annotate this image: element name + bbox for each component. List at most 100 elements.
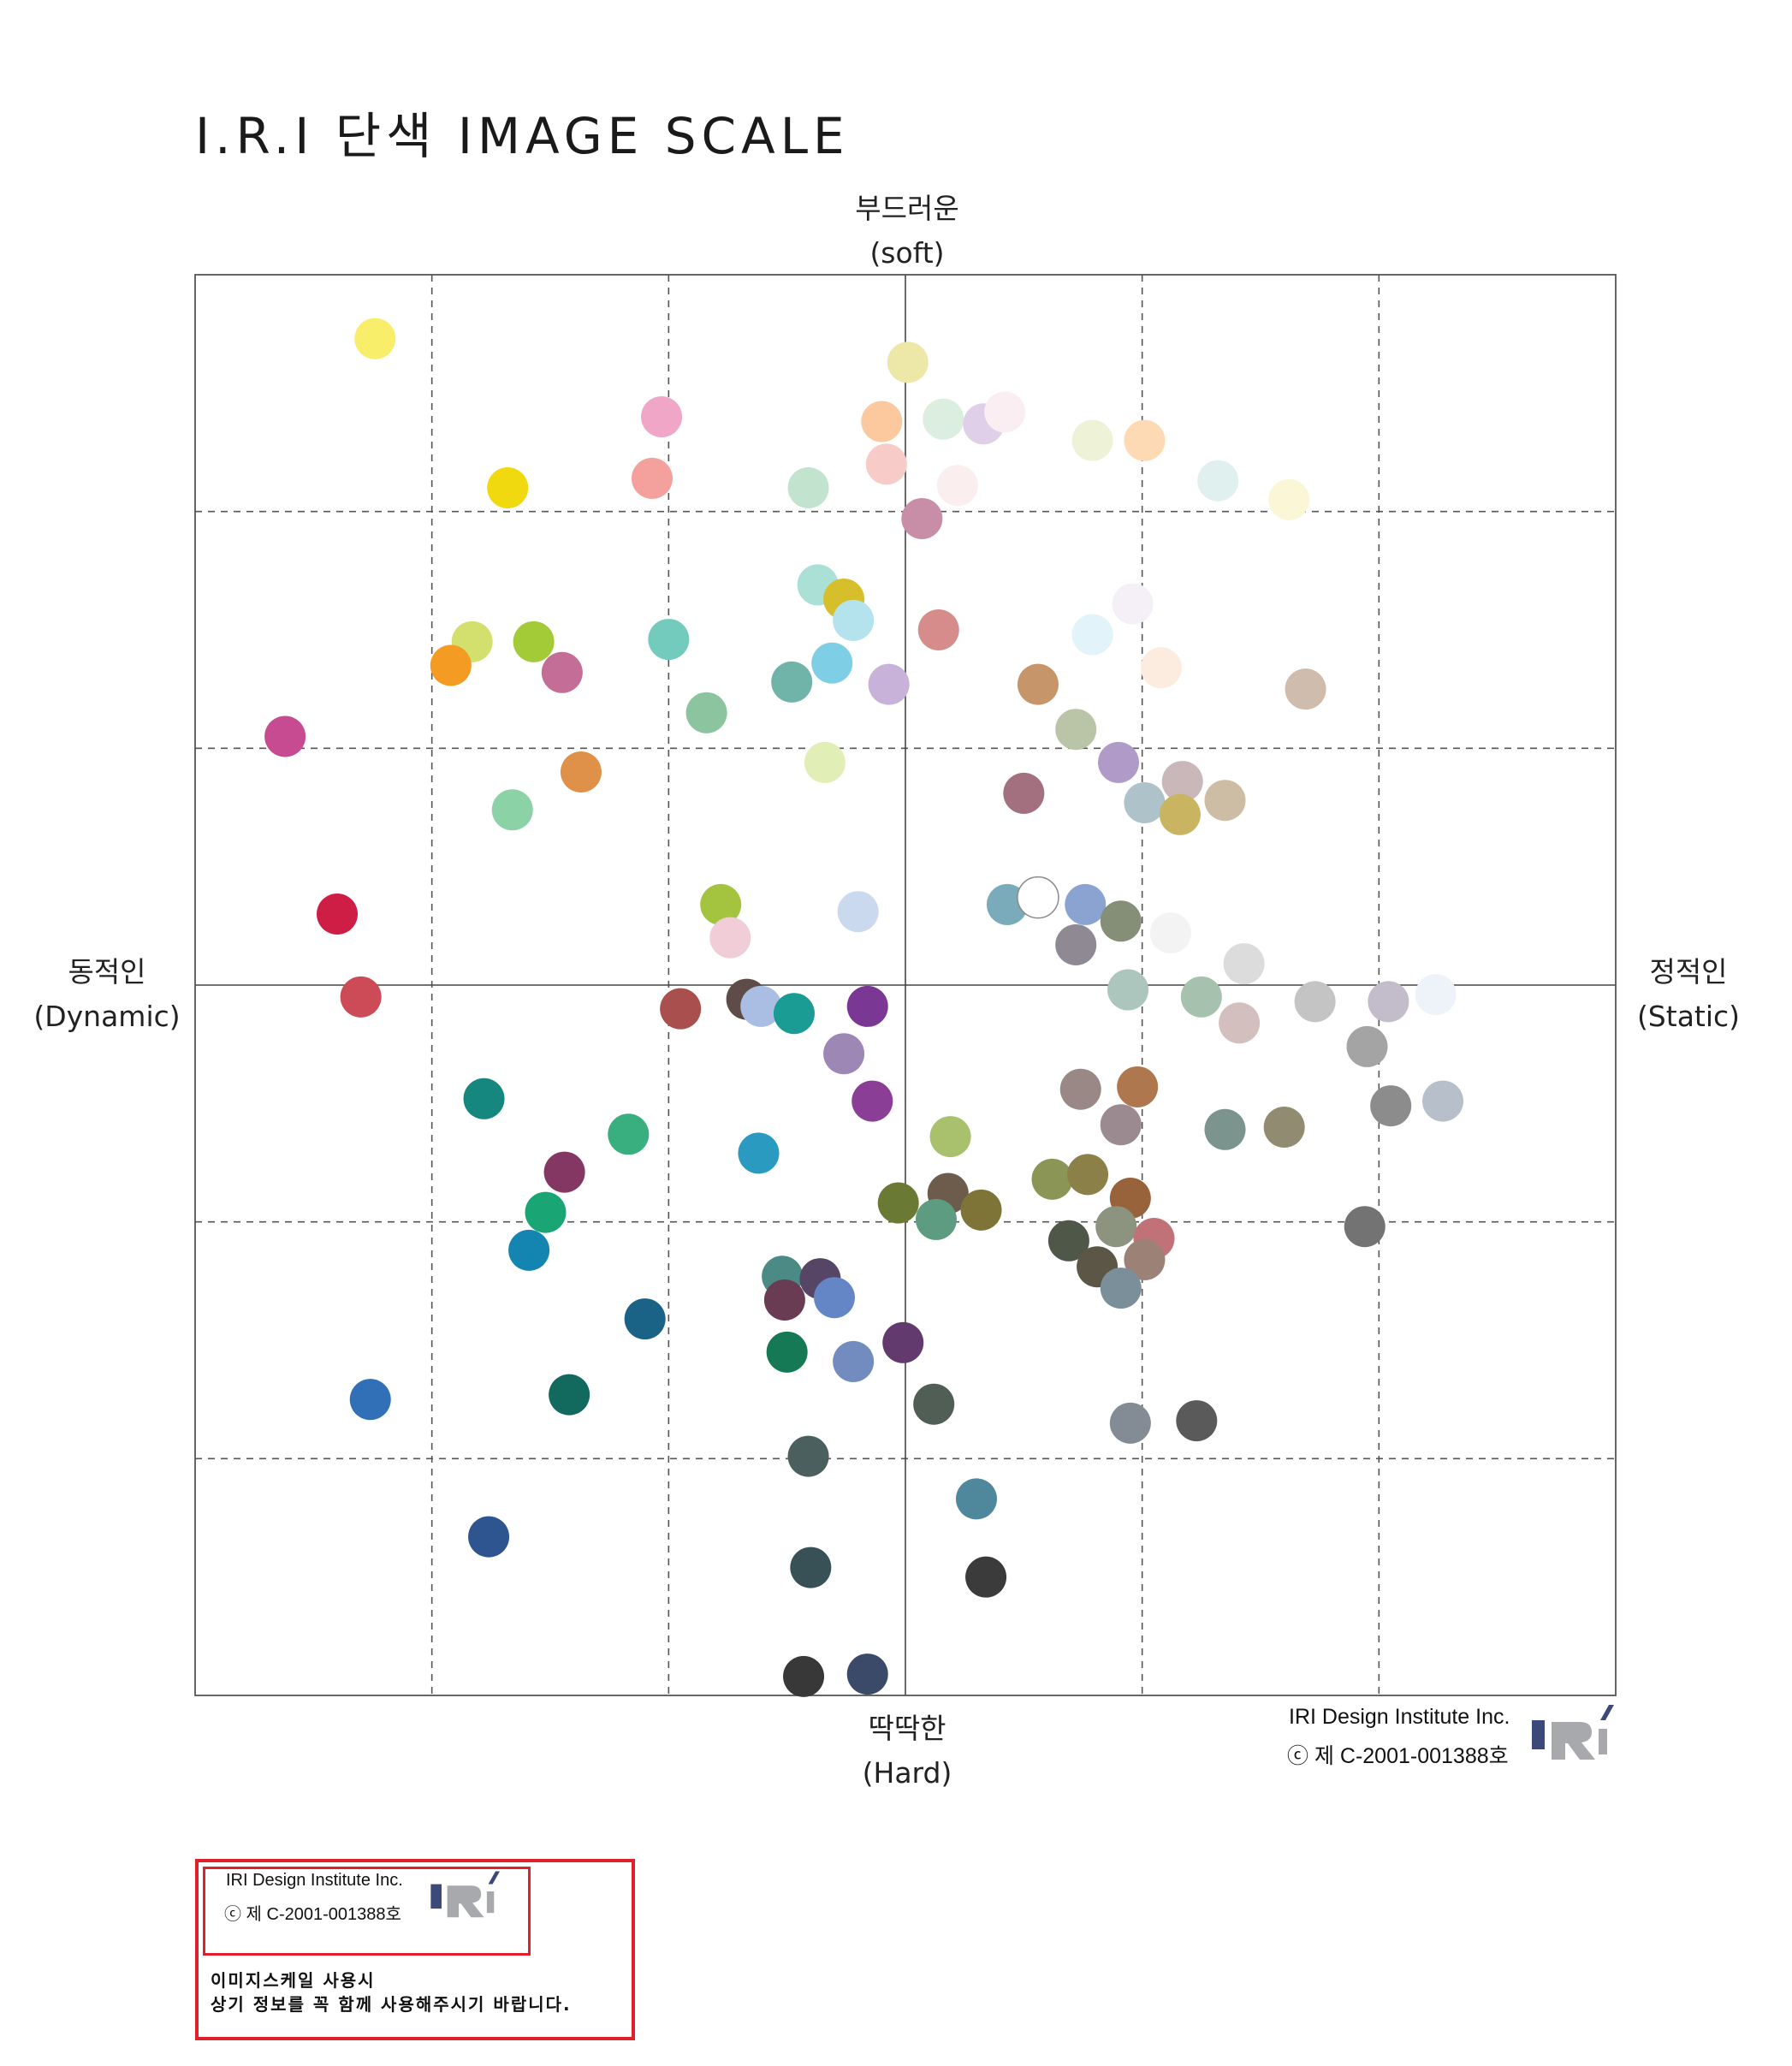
iri-logo-small bbox=[430, 1871, 500, 1918]
color-dot bbox=[641, 396, 683, 437]
color-dot bbox=[1071, 419, 1113, 461]
color-dot bbox=[1344, 1206, 1386, 1248]
color-dot bbox=[430, 644, 472, 686]
color-dot bbox=[956, 1478, 997, 1520]
color-dot bbox=[1149, 912, 1191, 954]
axis-label-top: 부드러운 (soft) bbox=[822, 187, 993, 276]
axis-label-right: 정적인 (Static) bbox=[1607, 950, 1770, 1039]
color-dot bbox=[349, 1379, 391, 1421]
color-dot bbox=[700, 883, 742, 925]
color-dot bbox=[915, 1198, 957, 1240]
color-dot bbox=[846, 985, 888, 1027]
color-dot bbox=[1071, 614, 1113, 656]
color-dot bbox=[1219, 1002, 1261, 1044]
color-dot bbox=[738, 1132, 780, 1174]
iri-logo bbox=[1532, 1705, 1614, 1760]
color-dot bbox=[1112, 583, 1154, 625]
color-dot bbox=[541, 651, 583, 693]
color-dot bbox=[463, 1078, 505, 1119]
color-dot bbox=[1176, 1400, 1218, 1442]
color-dot bbox=[960, 1189, 1002, 1231]
color-dot bbox=[1124, 1238, 1166, 1280]
plot-border bbox=[194, 274, 1617, 1696]
axis-label-left: 동적인 (Dynamic) bbox=[26, 950, 188, 1039]
color-dot bbox=[631, 457, 673, 499]
color-dot bbox=[1100, 900, 1142, 942]
color-dot bbox=[923, 398, 964, 440]
color-dot bbox=[1268, 478, 1310, 520]
color-dot bbox=[882, 1321, 924, 1363]
color-dot bbox=[1294, 981, 1336, 1023]
color-dot bbox=[837, 891, 879, 933]
color-dot bbox=[787, 1435, 829, 1477]
color-dot bbox=[1109, 1402, 1151, 1444]
color-dot bbox=[783, 1655, 825, 1697]
color-dot bbox=[1370, 1085, 1412, 1127]
color-dot bbox=[1117, 1066, 1159, 1107]
axis-label-top-en: (soft) bbox=[869, 236, 945, 270]
color-dot bbox=[608, 1113, 650, 1155]
notice-line-2: 상기 정보를 꼭 함께 사용해주시기 바랍니다. bbox=[211, 1994, 572, 2015]
color-dot bbox=[1161, 761, 1203, 803]
axis-label-right-en: (Static) bbox=[1636, 1000, 1741, 1033]
color-dot bbox=[340, 976, 382, 1018]
color-dot bbox=[354, 318, 396, 359]
color-dot bbox=[317, 893, 358, 935]
color-dot bbox=[624, 1298, 666, 1340]
axis-label-bottom-ko: 딱딱한 bbox=[868, 1712, 946, 1745]
color-dot bbox=[771, 661, 813, 703]
color-dot bbox=[833, 599, 875, 641]
color-dot bbox=[984, 391, 1026, 433]
axis-label-left-en: (Dynamic) bbox=[33, 1000, 181, 1033]
color-dot bbox=[1095, 1206, 1137, 1248]
color-dot bbox=[917, 609, 959, 650]
notice-line-1: 이미지스케일 사용시 bbox=[211, 1970, 376, 1991]
color-dot bbox=[264, 715, 306, 757]
chart-title: I.R.I 단색 IMAGE SCALE bbox=[195, 107, 850, 165]
color-dot bbox=[1140, 647, 1182, 689]
credit-copyright: ⓒ 제 C-2001-001388호 bbox=[1287, 1744, 1509, 1768]
color-dot bbox=[1415, 974, 1457, 1016]
color-dot bbox=[1124, 419, 1166, 461]
axis-label-bottom: 딱딱한 (Hard) bbox=[822, 1707, 993, 1796]
color-dot bbox=[787, 467, 829, 508]
color-dot bbox=[1159, 793, 1201, 835]
color-dot bbox=[766, 1331, 808, 1373]
color-dot bbox=[936, 465, 978, 507]
color-dot bbox=[861, 401, 903, 442]
color-dot bbox=[709, 917, 751, 959]
color-dot bbox=[811, 642, 853, 684]
color-dot bbox=[508, 1229, 550, 1271]
axis-label-bottom-en: (Hard) bbox=[862, 1756, 952, 1790]
credit-company: IRI Design Institute Inc. bbox=[1289, 1705, 1510, 1729]
color-dot bbox=[773, 993, 815, 1035]
color-dot bbox=[740, 985, 782, 1027]
color-dot bbox=[763, 1279, 805, 1321]
color-dot bbox=[1124, 781, 1166, 823]
color-dot bbox=[513, 620, 555, 662]
color-dot bbox=[1346, 1025, 1388, 1067]
color-dot bbox=[877, 1182, 919, 1224]
color-dot bbox=[1067, 1154, 1109, 1196]
color-dot bbox=[868, 663, 910, 705]
color-dot bbox=[804, 741, 846, 783]
color-dot bbox=[833, 1340, 875, 1382]
color-dot bbox=[1100, 1104, 1142, 1146]
color-dot bbox=[1107, 969, 1149, 1011]
color-dot bbox=[1017, 876, 1059, 919]
color-dot bbox=[1263, 1107, 1305, 1148]
color-dot bbox=[1197, 460, 1239, 502]
color-dot bbox=[487, 467, 529, 508]
color-dot bbox=[1204, 1108, 1246, 1150]
axis-label-right-ko: 정적인 bbox=[1649, 955, 1728, 988]
color-dot bbox=[1098, 741, 1139, 783]
usage-notice-box bbox=[195, 1859, 635, 2040]
color-dot bbox=[1285, 668, 1326, 710]
color-dot bbox=[1204, 780, 1246, 822]
color-dot bbox=[1055, 923, 1097, 965]
color-dot bbox=[865, 443, 907, 485]
color-dot bbox=[549, 1374, 590, 1416]
color-dot bbox=[851, 1080, 893, 1122]
color-dot bbox=[814, 1277, 855, 1319]
